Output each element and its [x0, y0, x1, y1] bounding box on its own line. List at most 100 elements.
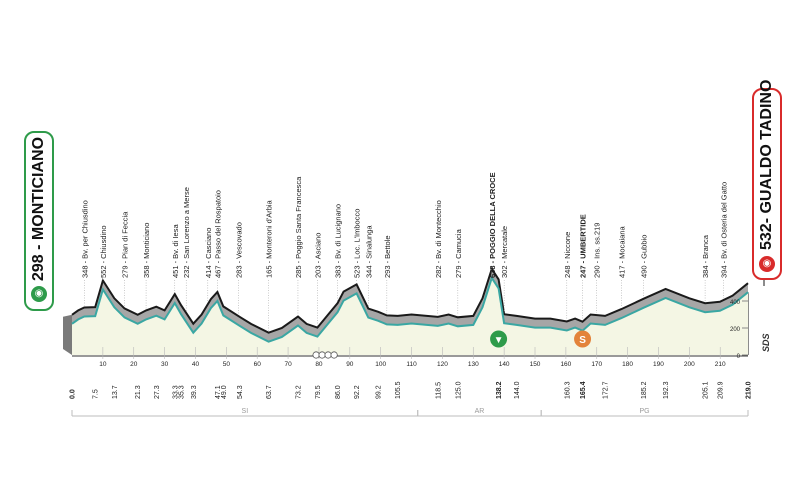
x-tick-label: 30 [161, 361, 169, 368]
x-tick-label: 140 [499, 361, 510, 368]
x-tick-label: 150 [530, 361, 541, 368]
sprint-marker-symbol: S [579, 335, 586, 346]
distance-label: 172.7 [603, 381, 610, 399]
y-tick-label: 0 [737, 354, 741, 360]
place-label: 248 - Niccone [563, 232, 572, 278]
unpaved-sector-icon [312, 351, 320, 359]
distance-label: 125.0 [455, 381, 462, 399]
unpaved-sector-icon [330, 351, 338, 359]
distance-label: 185.2 [641, 381, 648, 399]
finish-badge-text: 532- GUALDO TADINO [758, 80, 776, 250]
x-tick-label: 50 [223, 361, 231, 368]
place-label: 638 - POGGIO DELLA CROCE [488, 172, 497, 278]
unpaved-sector-icon [318, 351, 326, 359]
x-tick-label: 170 [591, 361, 602, 368]
place-label: 414 - Casciano [204, 228, 213, 278]
elevation-area [71, 266, 749, 355]
kom-marker-icon [490, 330, 508, 348]
x-tick-label: 120 [437, 361, 448, 368]
x-tick-label: 60 [254, 361, 262, 368]
x-tick-label: 100 [375, 361, 386, 368]
place-label: 290 - Ins. ss.219 [593, 223, 602, 278]
region-label: SI [242, 408, 249, 415]
x-tick-label: 70 [284, 361, 292, 368]
start-bike-icon: ◉ [31, 286, 47, 302]
unpaved-sector-icon [324, 351, 332, 359]
place-label: 490 - Gubbio [640, 235, 649, 278]
place-label: 203 - Asciano [313, 233, 322, 278]
place-label: 348 - Bv. per Chiusdino [80, 200, 89, 278]
start-name: MONTICIANO [30, 136, 47, 241]
start-separator: - [30, 240, 47, 255]
place-label: 451 - Bv. di Iesa [171, 224, 180, 278]
place-label: 467 - Passo del Rospatoio [213, 190, 222, 278]
distance-label: 27.3 [154, 385, 161, 399]
y-tick-label: 400 [730, 300, 741, 306]
start-base-block [63, 314, 72, 355]
y-tick-label: 200 [730, 327, 741, 333]
distance-label: 105.5 [395, 381, 402, 399]
x-tick-label: 160 [560, 361, 571, 368]
place-label: 247 - UMBERTIDE [579, 214, 588, 278]
x-tick-label: 10 [99, 361, 107, 368]
distance-label: 86.0 [335, 385, 342, 399]
x-tick-label: 200 [684, 361, 695, 368]
distance-label: 118.5 [435, 382, 442, 399]
x-tick-label: 210 [715, 361, 726, 368]
start-badge: 298 - MONTICIANO ◉ [24, 131, 54, 311]
sprint-marker-icon [574, 330, 592, 348]
finish-badge: 532- GUALDO TADINO ◉ [752, 80, 782, 280]
x-tick-label: 190 [653, 361, 664, 368]
place-label: 358 - Monticiano [142, 223, 151, 278]
distance-label: 192.3 [663, 381, 670, 399]
distance-label: 79.5 [315, 385, 322, 399]
distance-label: 99.2 [376, 385, 383, 399]
place-label: 302 - Mercatale [500, 226, 509, 278]
x-tick-label: 90 [346, 361, 354, 368]
place-label: 285 - Poggio Santa Francesca [294, 176, 303, 278]
place-label: 283 - Vescovado [235, 222, 244, 278]
place-label: 417 - Mocaiana [617, 225, 626, 278]
place-label: 279 - Pian di Feccia [120, 211, 129, 278]
region-label: PG [640, 408, 650, 415]
distance-label: 73.2 [295, 385, 302, 399]
region-label: AR [475, 408, 485, 415]
distance-label: 92.2 [354, 385, 361, 399]
distance-label: 165.4 [580, 381, 587, 399]
x-tick-label: 110 [406, 361, 417, 368]
kom-marker-symbol: ▼ [494, 335, 504, 346]
distance-label: 209.9 [717, 381, 724, 399]
place-label: 293 - Bettole [383, 235, 392, 278]
place-label: 384 - Branca [701, 234, 710, 278]
place-label: 552 - Chiusdino [99, 225, 108, 278]
distance-label: 21.3 [135, 385, 142, 399]
finish-separator: - [758, 213, 775, 224]
finish-bike-icon: ◉ [759, 256, 775, 272]
distance-label: 160.3 [564, 381, 571, 399]
place-label: 232 - San Lorenzo a Merse [182, 187, 191, 278]
distance-label: 219.0 [746, 381, 753, 399]
ridge-band [72, 268, 748, 342]
place-label: 165 - Monteroni d'Arbia [265, 199, 274, 278]
place-label: 523 - Loc. L'Imbocco [353, 209, 362, 278]
brand-logo: SDS [761, 333, 771, 352]
x-tick-label: 40 [192, 361, 200, 368]
start-altitude: 298 [30, 254, 47, 281]
markers: ▼ S SDS [312, 330, 771, 359]
finish-name: GUALDO TADINO [758, 79, 775, 214]
distance-label: 54.3 [237, 385, 244, 399]
place-label: 394 - Bv. di Osteria del Gatto [719, 182, 728, 278]
distance-label: 39.3 [191, 385, 198, 399]
distance-labels: 0.0 7.5 13.7 21.3 27.3 33.3 35.3 39.3 47.149.0 54… [70, 381, 753, 399]
x-tick-label: 20 [130, 361, 138, 368]
distance-label: 47.1 [215, 385, 222, 399]
distance-label: 13.7 [112, 385, 119, 399]
x-tick-label: 130 [468, 361, 479, 368]
distance-label: 63.7 [266, 385, 273, 399]
place-label: 279 - Camucia [454, 228, 463, 278]
x-tick-label: 80 [315, 361, 323, 368]
region-bar: SI AR PG [71, 408, 749, 417]
x-tick-label: 180 [622, 361, 633, 368]
distance-label: 144.0 [514, 381, 521, 399]
